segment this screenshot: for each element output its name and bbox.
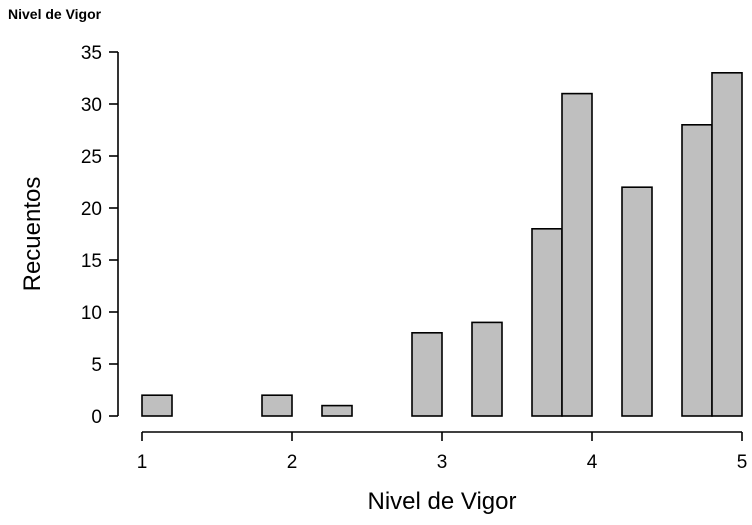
y-tick-label: 10 (81, 303, 102, 324)
x-tick-label: 1 (137, 452, 148, 473)
histogram-bar-19 (711, 72, 743, 417)
x-tick-label: 3 (437, 452, 448, 473)
y-tick-label: 25 (81, 147, 102, 168)
chart-corner-title: Nivel de Vigor (8, 6, 102, 22)
y-axis: 0 5 10 15 20 25 30 35 (81, 43, 119, 428)
x-tick-label: 5 (737, 452, 748, 473)
histogram-bar-18 (681, 124, 713, 417)
x-axis: 1 2 3 4 5 (137, 431, 748, 473)
histogram-bar-14 (561, 92, 593, 417)
histogram-bar-4 (261, 394, 293, 417)
y-tick-label: 0 (91, 407, 102, 428)
y-tick-label: 30 (81, 95, 102, 116)
histogram-bar-16 (621, 186, 653, 417)
histogram-bar-6 (321, 404, 353, 417)
y-tick-label: 15 (81, 251, 102, 272)
histogram-bar-0 (141, 394, 173, 417)
y-axis-title: Recuentos (19, 177, 46, 292)
y-tick-label: 20 (81, 199, 102, 220)
bars-group (141, 72, 743, 417)
x-axis-title: Nivel de Vigor (368, 488, 517, 515)
x-tick-label: 4 (587, 452, 598, 473)
histogram-bar-13 (531, 228, 563, 417)
y-tick-label: 5 (91, 355, 102, 376)
y-tick-label: 35 (81, 43, 102, 64)
histogram-bar-11 (471, 321, 503, 417)
x-tick-label: 2 (287, 452, 298, 473)
histogram-bar-9 (411, 331, 443, 417)
